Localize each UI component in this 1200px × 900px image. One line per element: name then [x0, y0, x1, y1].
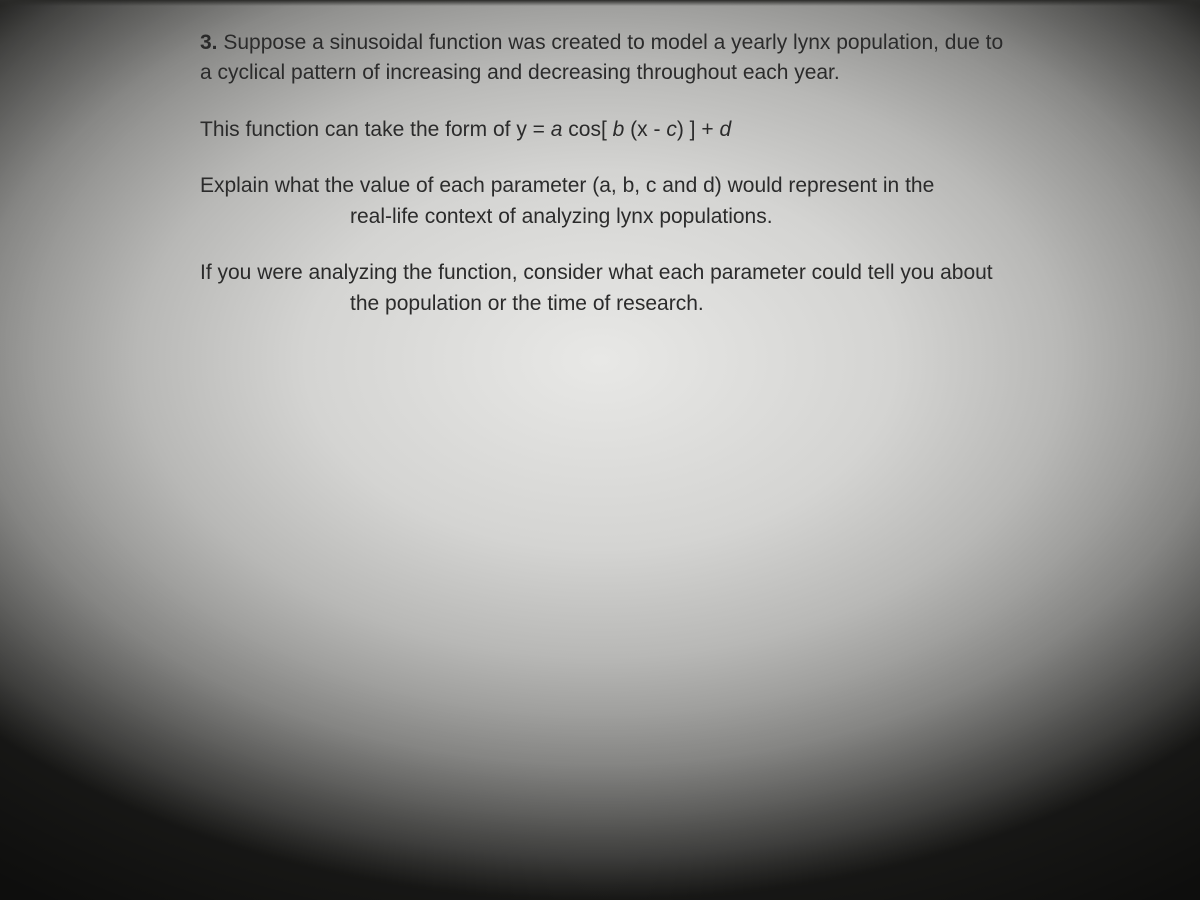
formula-param-a: a: [551, 118, 563, 141]
formula-param-d: d: [719, 118, 731, 141]
consider-paragraph: If you were analyzing the function, cons…: [200, 258, 1080, 319]
formula-cos-open: cos[: [562, 118, 612, 141]
consider-line1: If you were analyzing the function, cons…: [200, 261, 993, 284]
function-form: This function can take the form of y = a…: [200, 115, 1080, 145]
consider-line2: the population or the time of research.: [200, 289, 1080, 319]
intro-text-line1: Suppose a sinusoidal function was create…: [223, 31, 1003, 54]
intro-text-line2: a cyclical pattern of increasing and dec…: [200, 61, 840, 84]
formula-mid: (x -: [624, 118, 666, 141]
explain-line2: real-life context of analyzing lynx popu…: [200, 202, 1080, 232]
explain-paragraph: Explain what the value of each parameter…: [200, 171, 1080, 232]
explain-line1: Explain what the value of each parameter…: [200, 174, 934, 197]
question-number: 3.: [200, 31, 218, 54]
formula-param-b: b: [613, 118, 625, 141]
formula-close: ) ] +: [677, 118, 720, 141]
document-page: 3. Suppose a sinusoidal function was cre…: [0, 0, 1200, 900]
question-intro: 3. Suppose a sinusoidal function was cre…: [200, 28, 1080, 89]
formula-lead: This function can take the form of y =: [200, 118, 551, 141]
formula-param-c: c: [666, 118, 677, 141]
